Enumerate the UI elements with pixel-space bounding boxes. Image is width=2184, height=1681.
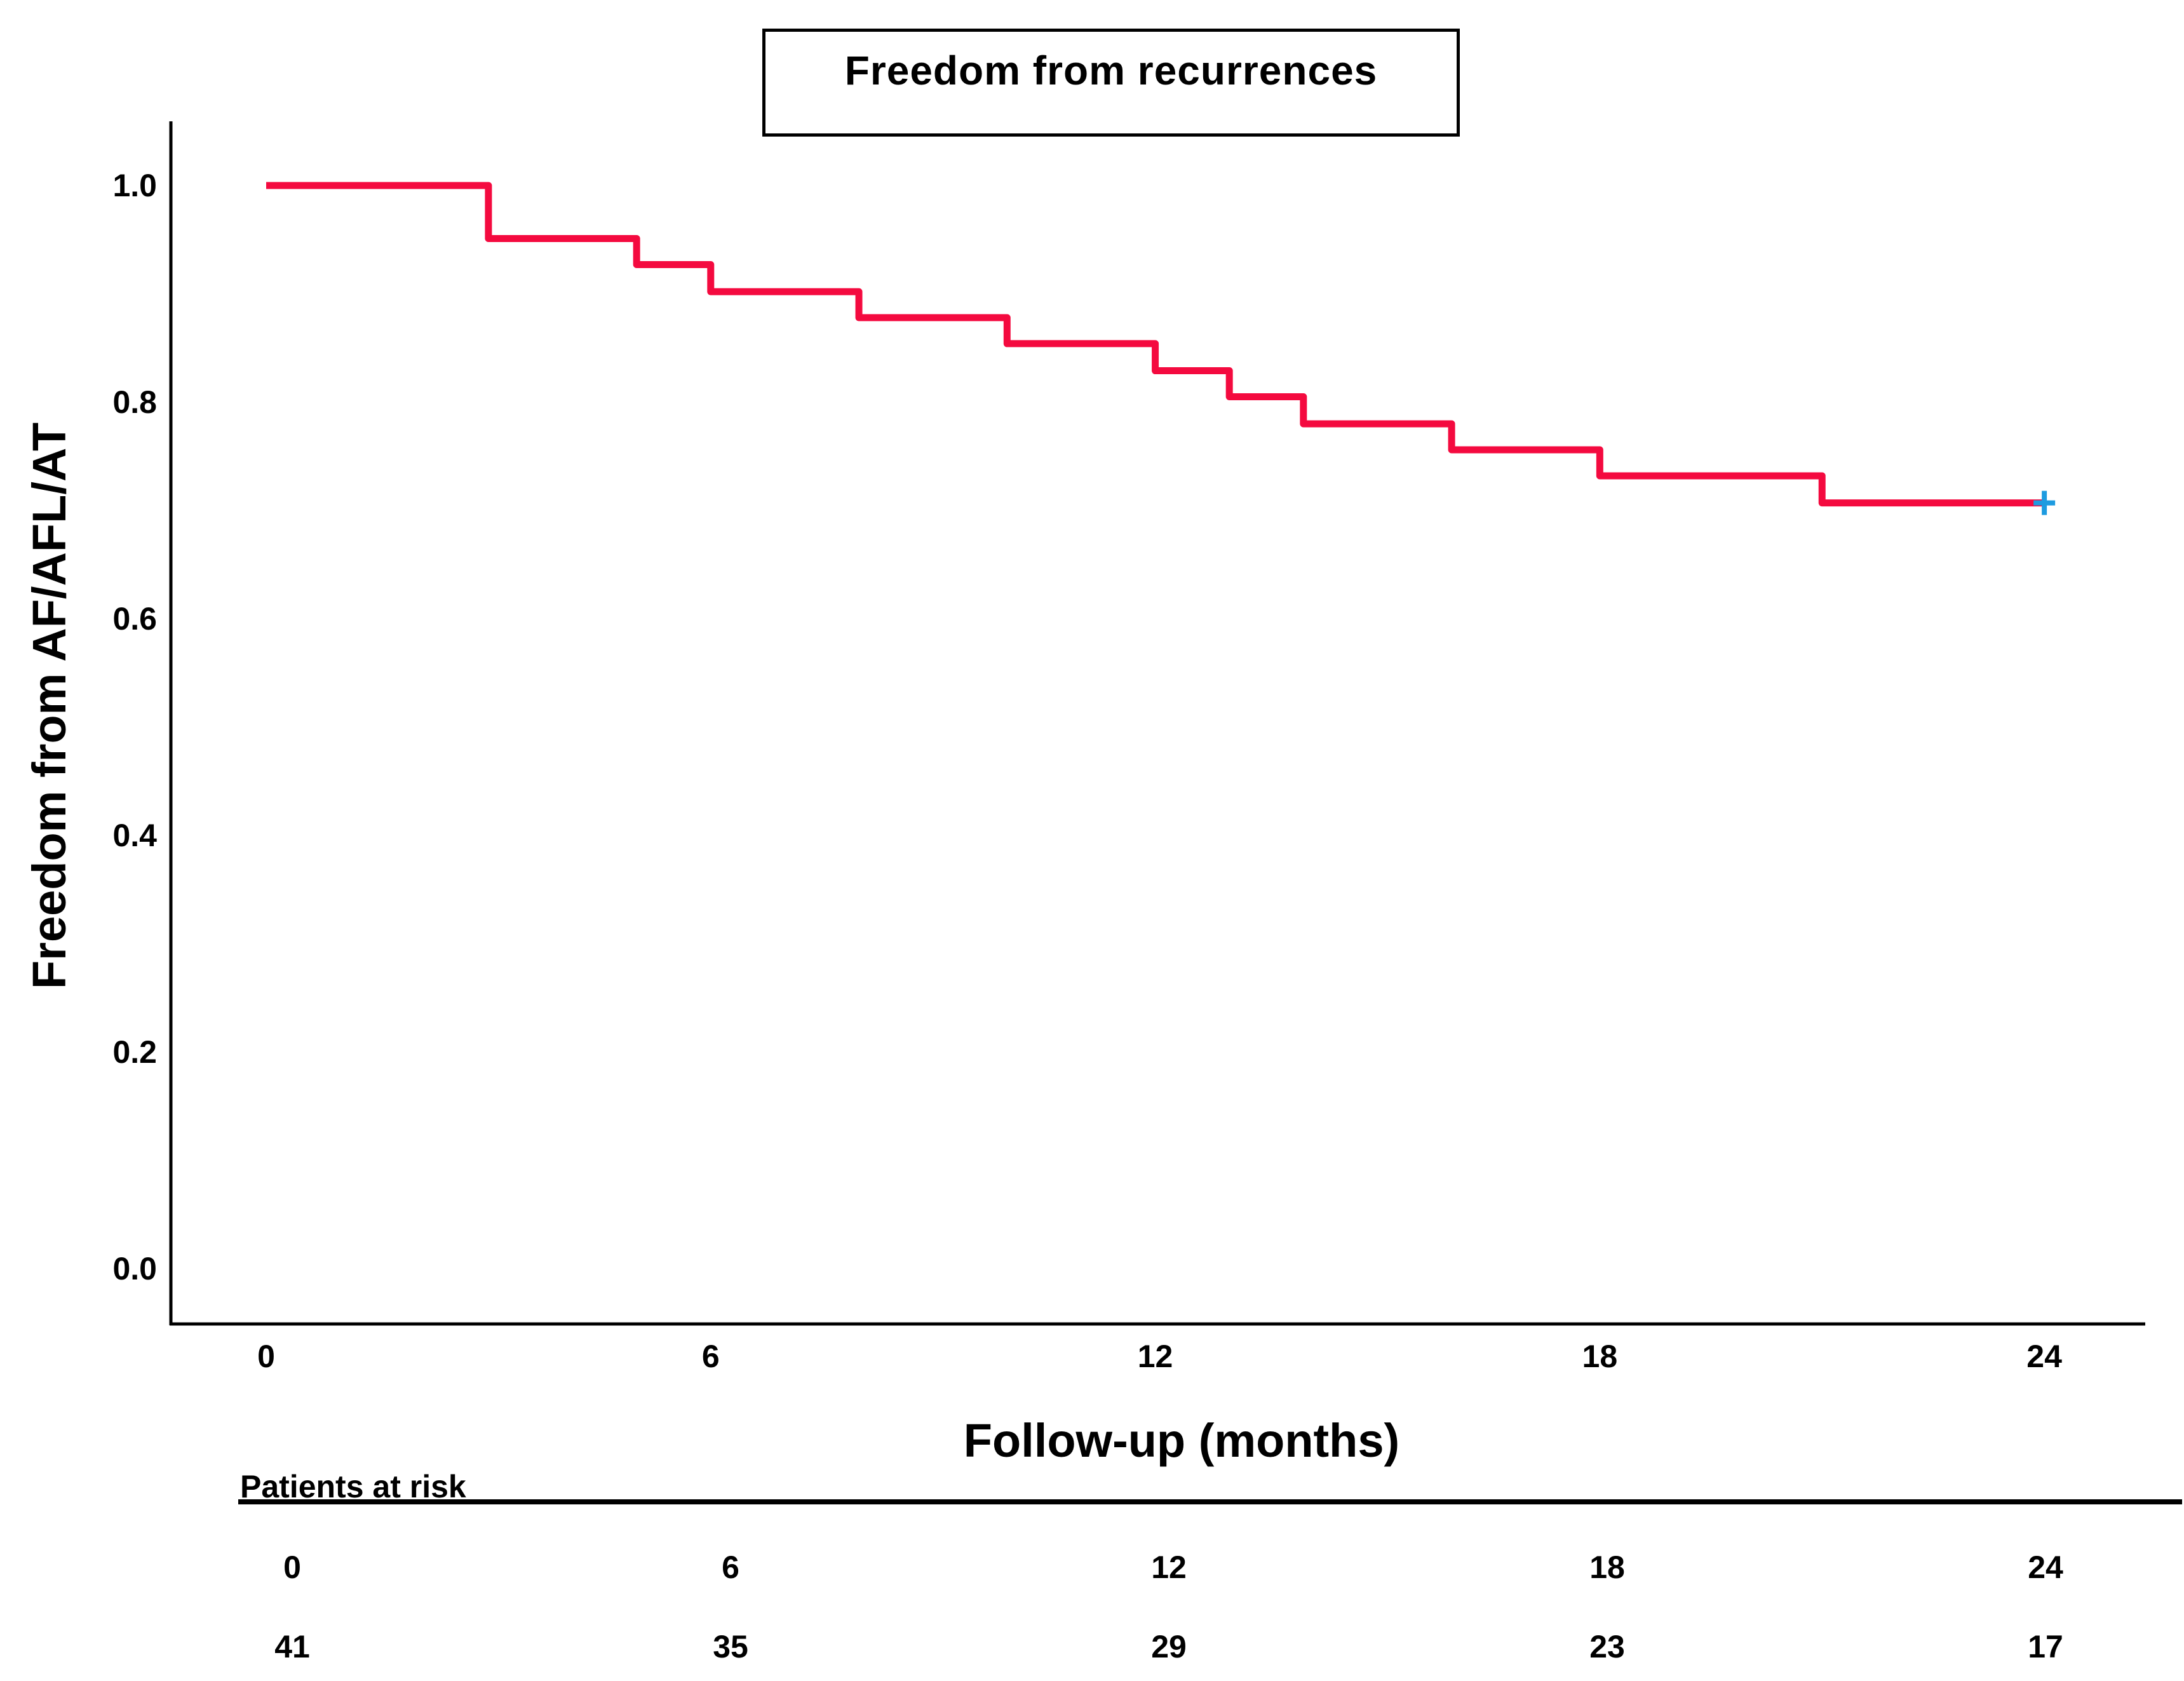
at-risk-month-label: 0 [283,1549,301,1585]
y-tick-label: 0.4 [112,818,157,853]
x-tick-label: 12 [1137,1339,1173,1374]
y-tick-label: 0.2 [112,1034,157,1070]
x-axis-title: Follow-up (months) [963,1414,1400,1467]
x-tick-label: 6 [701,1339,720,1374]
at-risk-count: 17 [2028,1629,2063,1664]
at-risk-month-label: 24 [2028,1549,2063,1585]
y-tick-label: 0.0 [112,1251,157,1286]
x-tick-label: 24 [2026,1339,2062,1374]
x-tick-label: 0 [257,1339,275,1374]
chart-title-box: Freedom from recurrences [762,29,1460,137]
patients-at-risk-underline [238,1499,2182,1504]
at-risk-count: 29 [1151,1629,1187,1664]
censor-marks-layer [2033,490,2056,515]
y-tick-label: 1.0 [112,168,157,203]
x-tick-label: 18 [1582,1339,1618,1374]
at-risk-count: 35 [713,1629,748,1664]
survival-curve [266,182,2045,507]
at-risk-month-label: 12 [1151,1549,1187,1585]
y-tick-label: 0.8 [112,384,157,420]
patients-at-risk-header: Patients at risk [240,1469,466,1504]
at-risk-month-label: 18 [1589,1549,1625,1585]
y-tick-label: 0.6 [112,601,157,637]
at-risk-count: 41 [274,1629,310,1664]
at-risk-count: 23 [1589,1629,1625,1664]
chart-title: Freedom from recurrences [844,48,1378,93]
at-risk-month-label: 6 [722,1549,739,1585]
